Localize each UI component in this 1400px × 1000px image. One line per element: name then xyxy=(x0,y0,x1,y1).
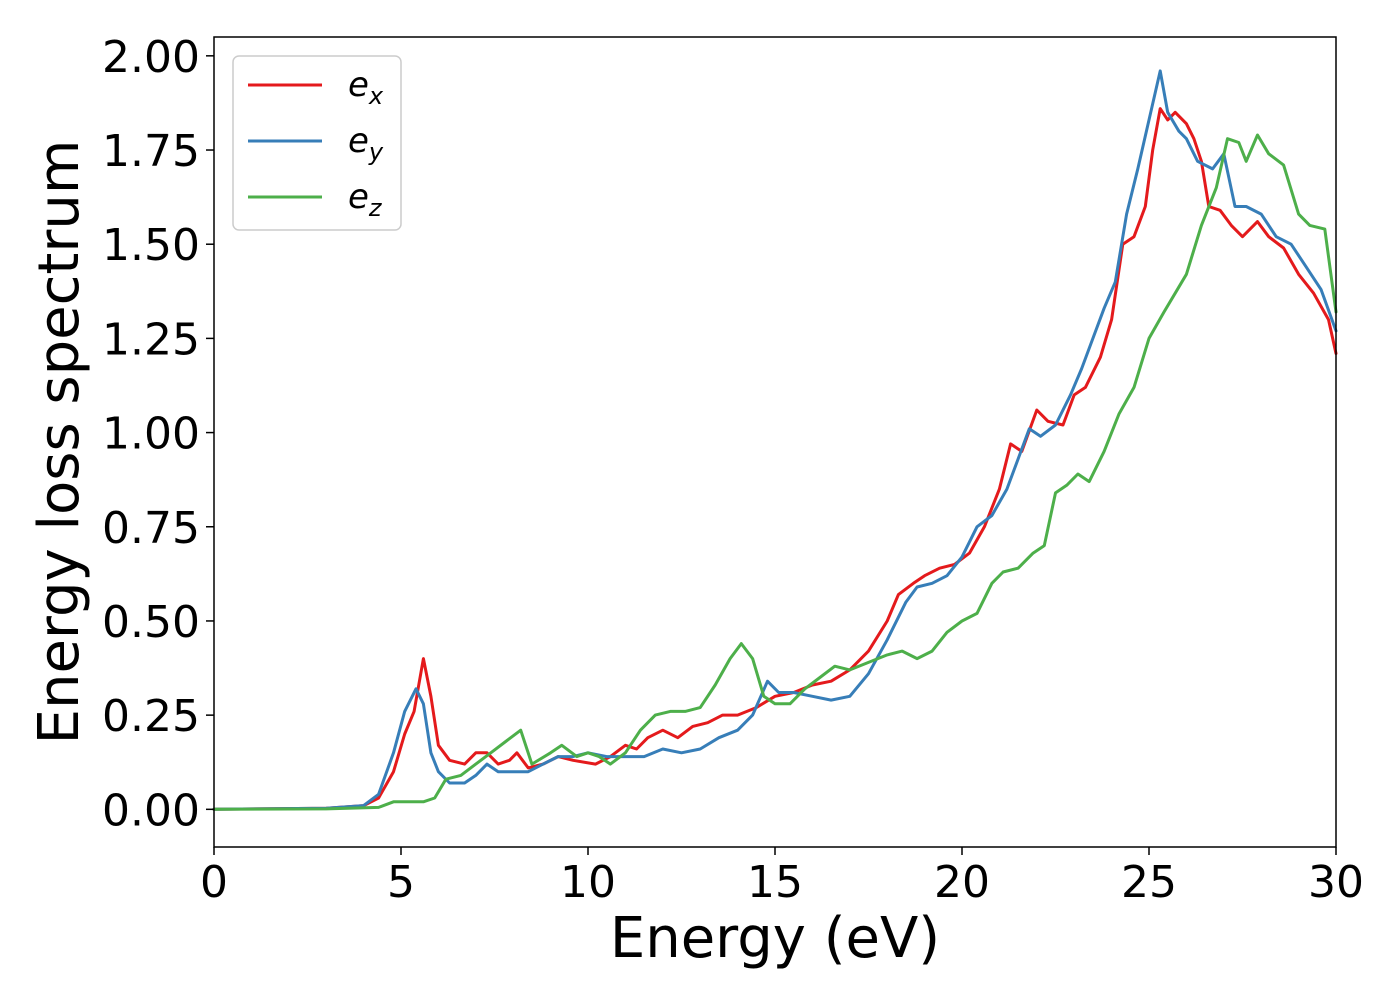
x-tick-label: 5 xyxy=(387,857,415,908)
y-tick-label: 2.00 xyxy=(102,32,200,83)
legend-label-base: e xyxy=(348,65,369,105)
y-axis-label: Energy loss spectrum xyxy=(27,140,92,745)
series-layer xyxy=(212,69,1338,811)
x-tick-label: 0 xyxy=(200,857,228,908)
legend-label-subscript: z xyxy=(368,194,383,222)
y-axis: 0.00 0.25 0.50 0.75 1.00 1.25 1.50 1.75 2.00 xyxy=(102,32,214,836)
series-line-ez xyxy=(212,133,1338,811)
y-tick-label: 0.00 xyxy=(102,785,200,836)
y-tick-label: 0.25 xyxy=(102,691,200,742)
y-tick-label: 1.75 xyxy=(102,126,200,177)
x-tick-label: 10 xyxy=(560,857,616,908)
x-tick-label: 15 xyxy=(747,857,803,908)
series-line-ex xyxy=(212,107,1338,811)
legend-label-base: e xyxy=(348,177,369,217)
legend-box xyxy=(232,55,402,231)
legend-label-ey: ey xyxy=(348,121,384,166)
x-tick-label: 25 xyxy=(1121,857,1177,908)
legend-label-ex: ex xyxy=(348,65,384,110)
legend-label-base: e xyxy=(348,121,369,161)
y-tick-label: 0.50 xyxy=(102,597,200,648)
legend-label-subscript: x xyxy=(368,82,384,110)
x-axis-label: Energy (eV) xyxy=(610,906,940,971)
x-tick-label: 20 xyxy=(934,857,990,908)
legend-label-subscript: y xyxy=(368,138,384,166)
y-tick-label: 0.75 xyxy=(102,503,200,554)
series-line-ey xyxy=(212,69,1338,811)
x-axis: 0 5 10 15 20 25 30 xyxy=(200,847,1364,908)
y-tick-label: 1.25 xyxy=(102,314,200,365)
legend-label-ez: ez xyxy=(348,177,383,222)
y-tick-label: 1.50 xyxy=(102,220,200,271)
x-tick-label: 30 xyxy=(1308,857,1364,908)
y-tick-label: 1.00 xyxy=(102,409,200,460)
